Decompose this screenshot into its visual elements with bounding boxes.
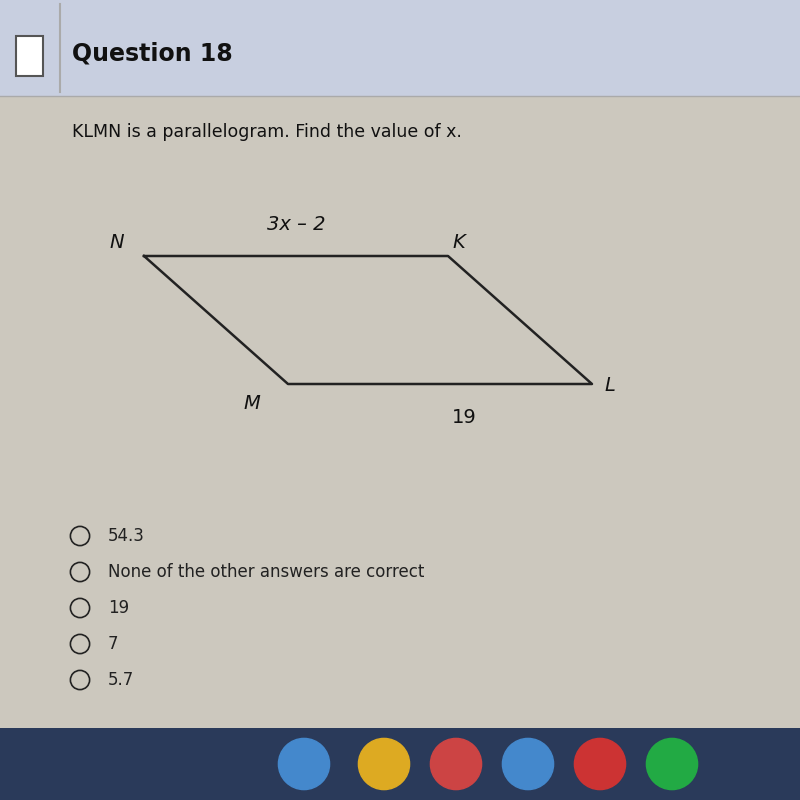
- Circle shape: [646, 738, 698, 790]
- FancyBboxPatch shape: [16, 36, 43, 76]
- Circle shape: [278, 738, 330, 790]
- Text: N: N: [110, 233, 124, 252]
- FancyBboxPatch shape: [0, 0, 800, 96]
- Text: Question 18: Question 18: [72, 42, 233, 66]
- Text: None of the other answers are correct: None of the other answers are correct: [108, 563, 424, 581]
- Circle shape: [358, 738, 410, 790]
- Text: M: M: [243, 394, 260, 413]
- Text: 7: 7: [108, 635, 118, 653]
- Text: K: K: [452, 233, 465, 252]
- Text: L: L: [604, 376, 615, 395]
- Text: 3x – 2: 3x – 2: [266, 214, 326, 234]
- Text: KLMN is a parallelogram. Find the value of x.: KLMN is a parallelogram. Find the value …: [72, 123, 462, 141]
- Text: 19: 19: [452, 408, 476, 427]
- Circle shape: [502, 738, 554, 790]
- Text: 19: 19: [108, 599, 129, 617]
- FancyBboxPatch shape: [0, 728, 800, 800]
- Text: 54.3: 54.3: [108, 527, 145, 545]
- Text: 5.7: 5.7: [108, 671, 134, 689]
- Circle shape: [430, 738, 482, 790]
- Circle shape: [574, 738, 626, 790]
